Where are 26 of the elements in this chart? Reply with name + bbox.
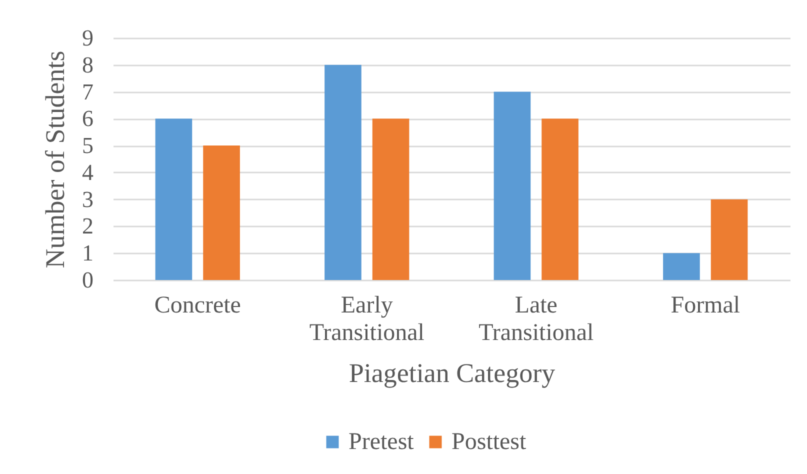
y-tick-label: 1 (82, 240, 94, 266)
y-tick-label: 9 (82, 26, 94, 50)
y-tick-label: 2 (82, 214, 94, 239)
x-tick-label: Concrete (154, 292, 241, 318)
y-tick-label: 7 (82, 79, 94, 104)
bar (663, 253, 700, 280)
bar (542, 118, 578, 280)
bar (203, 146, 240, 280)
x-tick-label: Early Transitional (309, 292, 425, 346)
bar (155, 118, 192, 280)
bar (494, 92, 531, 280)
legend-label: Posttest (452, 429, 527, 455)
y-tick-label: 6 (82, 106, 94, 132)
y-axis-title: Number of Students (40, 50, 70, 268)
x-axis-title: Piagetian Category (348, 358, 556, 388)
y-tick-label: 5 (82, 133, 94, 158)
legend-label: Pretest (348, 429, 414, 455)
bar (324, 64, 362, 280)
bar (710, 199, 748, 280)
x-tick-label: Late Transitional (478, 292, 594, 346)
y-tick-label: 8 (82, 52, 94, 78)
y-tick-label: 0 (82, 268, 94, 292)
y-tick-label: 4 (82, 160, 94, 185)
y-tick-label: 3 (82, 186, 94, 212)
x-tick-label: Formal (670, 292, 740, 318)
bar (372, 118, 410, 280)
